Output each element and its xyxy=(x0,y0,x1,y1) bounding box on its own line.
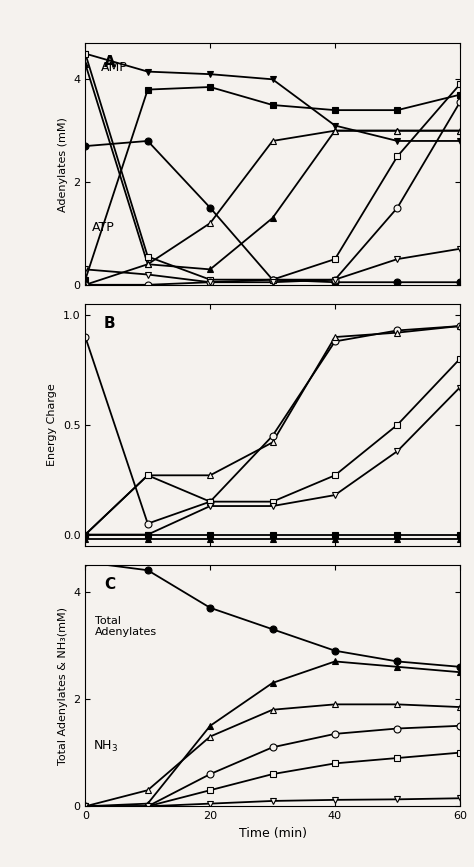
Text: B: B xyxy=(104,316,116,331)
Y-axis label: Adenylates (mM): Adenylates (mM) xyxy=(58,117,68,212)
Text: A: A xyxy=(104,55,116,70)
Text: ATP: ATP xyxy=(91,220,114,233)
Text: C: C xyxy=(104,577,115,592)
Y-axis label: Energy Charge: Energy Charge xyxy=(47,383,57,466)
Text: Total
Adenylates: Total Adenylates xyxy=(95,616,157,637)
Text: AMP: AMP xyxy=(101,62,128,75)
X-axis label: Time (min): Time (min) xyxy=(238,827,307,840)
Y-axis label: Total Adenylates & NH₃(mM): Total Adenylates & NH₃(mM) xyxy=(58,607,68,765)
Text: NH$_3$: NH$_3$ xyxy=(93,740,118,754)
